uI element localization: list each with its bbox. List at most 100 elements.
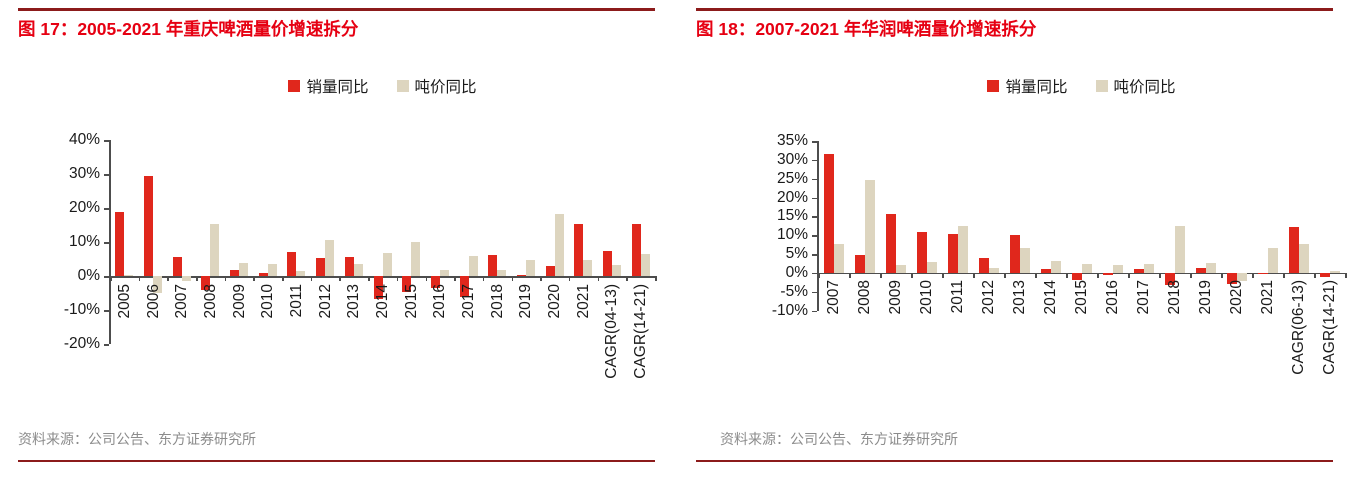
bar-price-yoy-2018: [497, 269, 507, 276]
bar-volume-yoy-2018: [1164, 272, 1175, 286]
y-tick: [104, 208, 109, 210]
y-tick: [104, 242, 109, 244]
bar-volume-yoy-2020: [1226, 272, 1237, 284]
y-tick: [104, 344, 109, 346]
x-tick: [396, 276, 399, 281]
bar-volume-yoy-CAGR(14-21): [1319, 272, 1330, 278]
x-tick-label: 2015: [1073, 279, 1090, 315]
x-tick-label: 2010: [918, 279, 935, 315]
x-tick-label: 2019: [1197, 279, 1214, 315]
bar-volume-yoy-2014: [373, 276, 383, 300]
x-tick-label: CAGR(06-13): [1290, 279, 1307, 375]
y-tick-label: 35%: [776, 132, 808, 149]
x-tick-label: 2016: [431, 284, 449, 319]
x-tick: [482, 276, 485, 281]
x-tick: [138, 276, 141, 281]
y-tick: [104, 276, 109, 278]
bottom-rule: [18, 460, 655, 462]
bottom-rule: [696, 460, 1333, 462]
x-tick: [1283, 272, 1285, 278]
legend-swatch-red: [987, 80, 1000, 92]
y-axis-line: [109, 140, 111, 344]
bar-price-yoy-2017: [1143, 263, 1154, 273]
y-tick-label: 10%: [776, 226, 808, 244]
bar-price-yoy-2019: [1205, 262, 1216, 273]
x-tick-label: 2017: [460, 284, 478, 319]
legend-label-volume: 销量同比: [306, 79, 369, 96]
bar-price-yoy-2008: [210, 224, 220, 276]
bar-volume-yoy-2018: [488, 254, 498, 276]
bar-price-yoy-2010: [267, 264, 277, 276]
legend-label-volume: 销量同比: [1005, 79, 1068, 96]
y-tick: [812, 310, 817, 313]
legend-item-volume: 销量同比: [288, 75, 369, 97]
x-tick-label: 2019: [517, 284, 535, 319]
x-tick: [110, 276, 112, 281]
bar-volume-yoy-2007: [823, 154, 834, 273]
chart-legend: 销量同比 吨价同比: [110, 75, 655, 97]
x-tick-label: 2006: [144, 284, 162, 319]
figure-17-chongqing-beer: 图 17：2005-2021 年重庆啤酒量价增速拆分 销量同比 吨价同比 40%…: [18, 8, 657, 462]
bar-volume-yoy-2005: [115, 212, 125, 276]
y-tick-label: 20%: [68, 199, 100, 216]
y-tick-label: 25%: [776, 169, 808, 187]
figure-title: 图 18：2007-2021 年华润啤酒量价增速拆分: [696, 19, 1037, 39]
bar-volume-yoy-2016: [1102, 272, 1113, 276]
bar-price-yoy-2018: [1174, 226, 1185, 273]
bar-volume-yoy-2006: [144, 175, 154, 276]
bar-price-yoy-2015: [411, 241, 421, 276]
bar-price-yoy-2016: [439, 270, 449, 276]
bar-price-yoy-2021: [1267, 248, 1278, 273]
bar-price-yoy-2021: [583, 259, 593, 276]
x-tick-label: 2021: [1259, 279, 1276, 315]
y-tick-label: 10%: [68, 233, 100, 250]
legend-item-volume: 销量同比: [987, 75, 1068, 97]
x-tick-label: 2017: [1135, 279, 1152, 315]
y-axis-line: [817, 141, 819, 311]
bar-price-yoy-2012: [988, 268, 999, 273]
x-tick-label: 2012: [980, 279, 997, 315]
bar-volume-yoy-2020: [545, 266, 555, 276]
x-tick-label: 2005: [115, 284, 133, 319]
y-tick-label: 0%: [77, 267, 100, 284]
x-tick: [1035, 272, 1037, 278]
bar-volume-yoy-2009: [885, 214, 896, 273]
top-rule: [18, 8, 655, 11]
x-tick: [282, 276, 284, 281]
y-tick-label: 15%: [776, 207, 808, 225]
y-tick: [812, 272, 817, 275]
x-tick-label: 2018: [1166, 279, 1183, 315]
bar-price-yoy-CAGR(04-13): [611, 264, 621, 276]
x-tick-label: 2016: [1104, 279, 1121, 315]
y-tick: [104, 174, 109, 176]
x-tick-label: 2008: [201, 284, 219, 319]
y-tick: [812, 141, 817, 143]
bar-volume-yoy-2013: [1009, 234, 1020, 273]
chart-legend: 销量同比 吨价同比: [818, 75, 1345, 97]
x-tick: [454, 276, 456, 281]
y-tick-label: 0%: [785, 263, 808, 281]
legend-swatch-red: [288, 80, 301, 92]
bar-volume-yoy-2016: [430, 276, 440, 289]
bar-price-yoy-2017: [468, 255, 478, 276]
x-tick: [1252, 272, 1254, 278]
x-tick: [973, 272, 975, 278]
x-tick-label: 2008: [856, 279, 873, 315]
bar-volume-yoy-2012: [316, 257, 326, 276]
bar-volume-yoy-2015: [402, 276, 412, 292]
bar-volume-yoy-2021: [1257, 272, 1268, 275]
x-tick: [339, 276, 341, 281]
bar-price-yoy-2012: [325, 239, 335, 276]
x-tick-label: 2009: [887, 279, 904, 315]
x-tick: [849, 272, 851, 278]
y-tick-label: -5%: [780, 282, 808, 300]
bar-chart-chongqing: 40% 30% 20% 10% 0% -10% -20% 2005 2006 2007 2008 20…: [64, 131, 657, 379]
bar-volume-yoy-2015: [1071, 272, 1082, 281]
x-tick-label: 2020: [1228, 279, 1245, 315]
x-tick: [1128, 272, 1130, 278]
x-tick: [597, 276, 600, 281]
x-tick-label: 2015: [402, 284, 420, 319]
y-tick-label: -10%: [771, 301, 808, 319]
y-tick: [812, 291, 817, 294]
